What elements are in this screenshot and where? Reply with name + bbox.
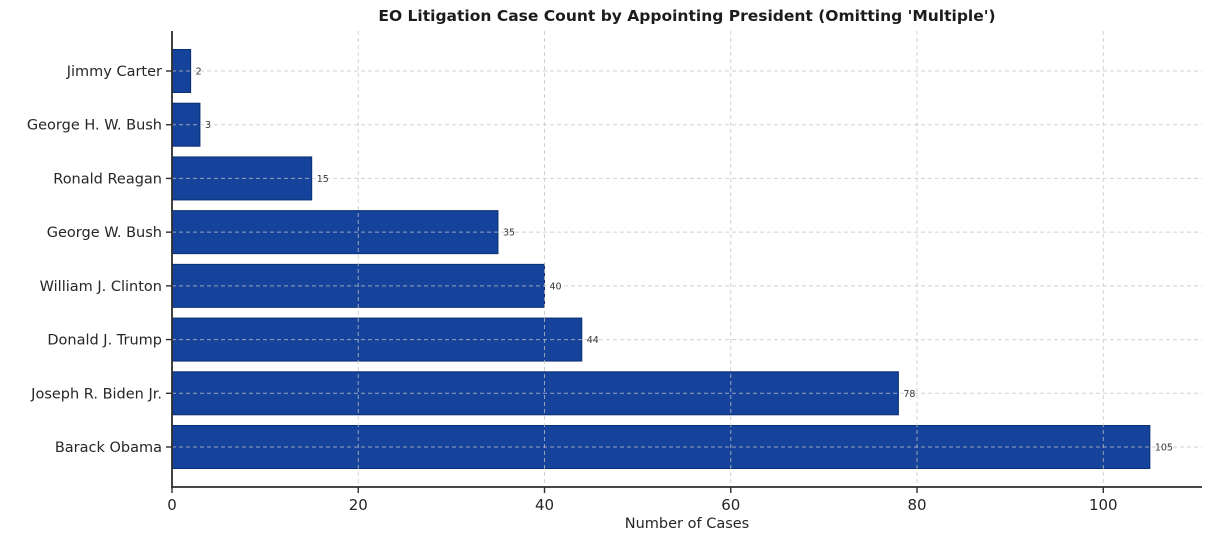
x-axis-label: Number of Cases (625, 516, 749, 532)
bars-layer (171, 49, 1151, 469)
value-label-2: 15 (317, 174, 329, 185)
value-label-6: 78 (903, 389, 915, 400)
xtick-label-1: 20 (349, 496, 368, 514)
xtick-label-4: 80 (907, 496, 926, 514)
xtick-label-3: 60 (721, 496, 740, 514)
grid-layer (172, 31, 1202, 487)
xtick-label-2: 40 (535, 496, 554, 514)
ytick-label-3: George W. Bush (47, 225, 162, 241)
ytick-label-6: Joseph R. Biden Jr. (30, 386, 162, 402)
bar-7 (171, 425, 1151, 469)
value-label-7: 105 (1155, 443, 1173, 454)
axes-layer (166, 31, 1202, 493)
labels-layer: 0 20 40 60 80 100 Jimmy Carter George H. W. Bus… (27, 64, 1173, 514)
ytick-label-0: Jimmy Carter (66, 64, 162, 80)
value-label-5: 44 (587, 335, 599, 346)
bar-2 (171, 156, 313, 201)
ytick-label-1: George H. W. Bush (27, 118, 162, 134)
value-label-4: 40 (550, 281, 562, 292)
value-label-3: 35 (503, 228, 515, 239)
ytick-label-2: Ronald Reagan (53, 171, 162, 187)
value-label-1: 3 (205, 120, 211, 131)
xtick-label-0: 0 (167, 496, 177, 514)
xtick-label-5: 100 (1089, 496, 1118, 514)
value-label-0: 2 (196, 67, 202, 78)
ytick-label-7: Barack Obama (55, 440, 162, 456)
ytick-label-4: William J. Clinton (40, 279, 162, 295)
ytick-label-5: Donald J. Trump (47, 333, 162, 349)
chart-title: EO Litigation Case Count by Appointing P… (378, 7, 995, 25)
